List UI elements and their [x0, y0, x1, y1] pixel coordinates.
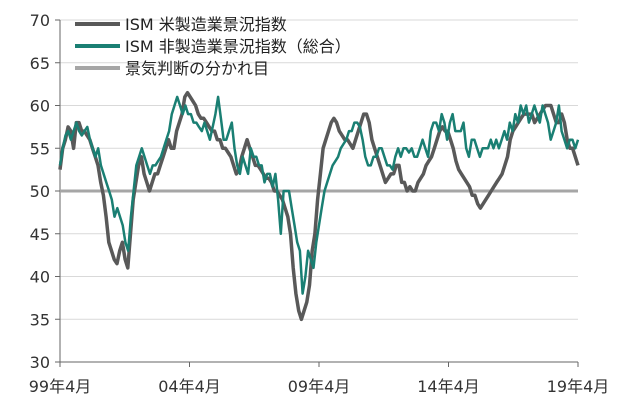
legend-label: ISM 米製造業景況指数 [125, 15, 287, 34]
x-tick-label: 09年4月 [288, 377, 351, 396]
y-tick-label: 50 [30, 182, 50, 201]
x-tick-label: 14年4月 [417, 377, 480, 396]
y-axis-tick-labels: 30 35 40 45 50 55 60 65 70 [30, 11, 60, 372]
legend: ISM 米製造業景況指数 ISM 非製造業景況指数（総合） 景気判断の分かれ目 [75, 15, 351, 78]
series-line-0 [58, 90, 580, 322]
x-tick-label: 04年4月 [158, 377, 221, 396]
series-line-1 [58, 95, 580, 295]
legend-label: 景気判断の分かれ目 [125, 59, 269, 78]
y-tick-label: 40 [30, 268, 50, 287]
y-tick-label: 30 [30, 353, 50, 372]
x-axis-tick-labels: 99年4月 04年4月 09年4月 14年4月 19年4月 [29, 362, 610, 396]
y-tick-label: 70 [30, 11, 50, 30]
y-tick-label: 35 [30, 310, 50, 329]
y-tick-label: 60 [30, 97, 50, 116]
series-lines [58, 90, 580, 322]
y-tick-label: 55 [30, 139, 50, 158]
x-tick-label: 19年4月 [547, 377, 610, 396]
x-tick-label: 99年4月 [29, 377, 92, 396]
legend-label: ISM 非製造業景況指数（総合） [125, 37, 351, 56]
y-tick-label: 45 [30, 225, 50, 244]
y-tick-label: 65 [30, 54, 50, 73]
